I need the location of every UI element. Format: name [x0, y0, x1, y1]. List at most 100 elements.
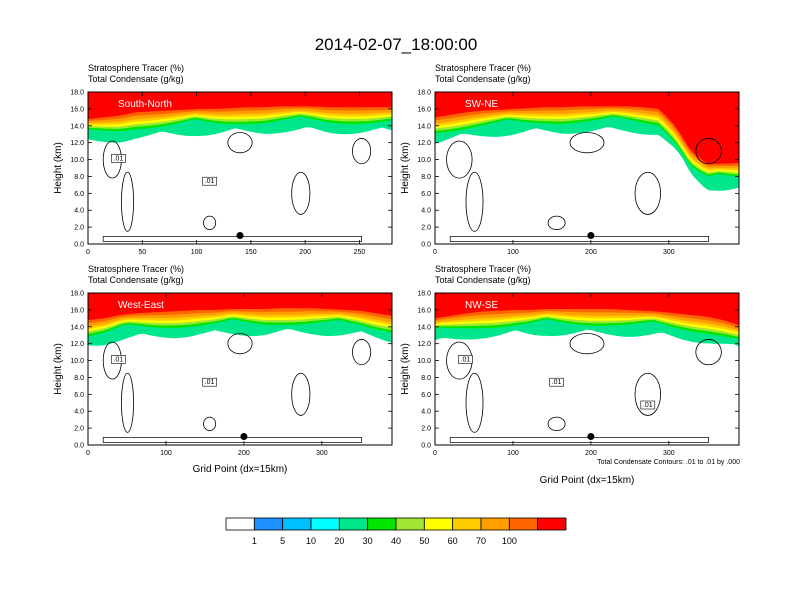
contour-note: Total Condensate Contours: .01 to .01 by… [597, 459, 740, 466]
x-tick-label: 100 [507, 450, 519, 457]
y-tick-label: 18.0 [417, 291, 431, 298]
panel-nw-se: Stratosphere Tracer (%)Total Condensate … [400, 264, 740, 486]
y-axis-label: Height (km) [53, 343, 64, 395]
contour-label-box [111, 355, 126, 364]
y-tick-label: 0.0 [74, 242, 84, 249]
y-tick-label: 10.0 [417, 358, 431, 365]
colorbar-swatch-10 [508, 517, 539, 531]
contour-blob-5 [352, 138, 372, 165]
panel-west-east: Stratosphere Tracer (%)Total Condensate … [53, 264, 393, 475]
colorbar-swatch-0 [225, 517, 255, 531]
x-tick-label: 50 [138, 249, 146, 256]
y-tick-label: 14.0 [417, 123, 431, 130]
x-tick-label: 100 [160, 450, 172, 457]
contour-label: .01 [202, 176, 217, 186]
colorbar-swatch-6 [395, 517, 425, 531]
contour-blob-1 [465, 171, 484, 232]
contour-blob-4 [203, 416, 217, 432]
x-tick-label: 250 [354, 249, 366, 256]
colorbar-label: 60 [448, 536, 458, 546]
y-tick-label: 12.0 [417, 341, 431, 348]
y-tick-label: 0.0 [74, 443, 84, 450]
tracer-below-front [88, 127, 392, 244]
colorbar-label: 50 [419, 536, 429, 546]
x-tick-label: 200 [299, 249, 311, 256]
colorbar-swatch-4 [338, 517, 369, 531]
colorbar-swatch-8 [452, 517, 482, 531]
y-tick-label: 16.0 [70, 307, 84, 314]
x-tick-label: 300 [663, 450, 675, 457]
y-tick-label: 14.0 [417, 324, 431, 331]
x-tick-label: 300 [663, 249, 675, 256]
x-tick-label: 300 [316, 450, 328, 457]
x-tick-label: 0 [433, 450, 437, 457]
plot-frame [87, 292, 393, 446]
contour-blob-1 [121, 372, 134, 433]
contour-blob-1 [465, 372, 484, 433]
x-tick-label: 0 [86, 249, 90, 256]
contour-blob-0 [446, 140, 473, 179]
tracer-field [88, 293, 392, 445]
colorbar-swatch-11 [537, 517, 567, 531]
panel-title-tracer: Stratosphere Tracer (%) [88, 63, 184, 73]
y-tick-label: 18.0 [70, 90, 84, 97]
y-tick-label: 10.0 [70, 358, 84, 365]
y-tick-label: 4.0 [421, 409, 431, 416]
x-tick-label: 100 [507, 249, 519, 256]
colorbar: 1 5 10 20 30 40 50 60 70 100 [225, 517, 567, 546]
colorbar-label: 30 [363, 536, 373, 546]
contour-blob-4 [547, 215, 566, 231]
y-tick-label: 2.0 [421, 426, 431, 433]
x-tick-label: 0 [86, 450, 90, 457]
location-marker [240, 433, 248, 441]
x-tick-label: 0 [433, 249, 437, 256]
contour-blob-2 [569, 333, 605, 355]
y-tick-label: 18.0 [417, 90, 431, 97]
x-tick-label: 200 [585, 450, 597, 457]
panel-title-condensate: Total Condensate (g/kg) [88, 275, 184, 285]
y-tick-label: 10.0 [70, 157, 84, 164]
y-tick-label: 8.0 [421, 174, 431, 181]
contour-label: .01 [111, 154, 126, 163]
contour-blob-5 [352, 339, 372, 366]
contour-label-box [202, 377, 217, 387]
contour-blob-2 [569, 132, 605, 154]
contour-surface [102, 236, 362, 242]
y-tick-label: 6.0 [74, 392, 84, 399]
contour-label-text: .01 [205, 379, 215, 386]
tracer-below-front [435, 127, 739, 244]
y-tick-label: 10.0 [417, 157, 431, 164]
y-tick-label: 2.0 [74, 426, 84, 433]
contour-label: .01 [111, 355, 126, 364]
tracer-below-front [88, 329, 392, 445]
colorbar-swatch-2 [282, 517, 312, 531]
tracer-field [88, 92, 392, 244]
contour-blob-3 [291, 372, 311, 416]
y-tick-label: 0.0 [421, 443, 431, 450]
colorbar-label: 10 [306, 536, 316, 546]
contour-blob-3 [634, 372, 661, 416]
figure-title: 2014-02-07_18:00:00 [315, 35, 478, 54]
panel-title-condensate: Total Condensate (g/kg) [435, 74, 531, 84]
colorbar-label: 1 [252, 536, 257, 546]
plot-frame [87, 91, 393, 245]
contour-label-text: .01 [205, 178, 215, 185]
y-tick-label: 4.0 [74, 409, 84, 416]
colorbar-label: 20 [334, 536, 344, 546]
y-tick-label: 16.0 [417, 307, 431, 314]
plot-frame [434, 292, 740, 446]
panel-title-condensate: Total Condensate (g/kg) [435, 275, 531, 285]
contour-surface [449, 437, 709, 443]
plot-frame [434, 91, 740, 245]
colorbar-label: 100 [502, 536, 517, 546]
contour-label-text: .01 [114, 356, 124, 363]
x-tick-label: 150 [245, 249, 257, 256]
colorbar-swatch-5 [367, 517, 397, 531]
location-marker [587, 232, 595, 240]
y-tick-label: 14.0 [70, 324, 84, 331]
x-tick-label: 100 [191, 249, 203, 256]
contour-label: .01 [458, 355, 473, 364]
y-tick-label: 8.0 [74, 174, 84, 181]
x-axis-label: Grid Point (dx=15km) [193, 464, 288, 475]
